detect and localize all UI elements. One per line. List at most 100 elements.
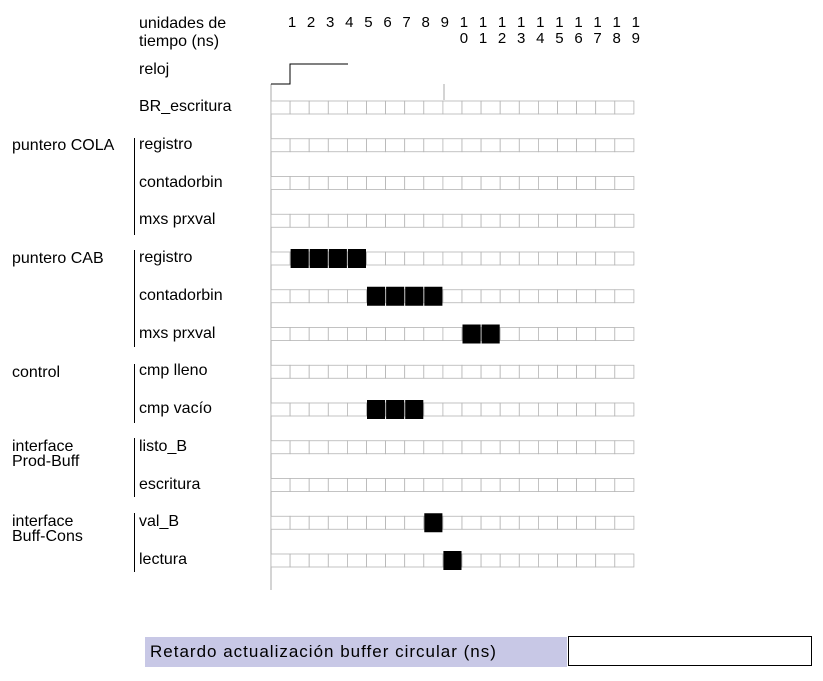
grid-cell	[499, 213, 520, 228]
grid-cell	[346, 327, 367, 341]
grid-cell	[327, 364, 348, 379]
signal-label: BR_escritura	[139, 98, 232, 115]
grid-cell	[518, 515, 539, 530]
grid-cell	[442, 327, 463, 341]
grid-cell	[442, 176, 463, 190]
grid-cell	[518, 364, 539, 379]
grid-cell	[385, 440, 406, 455]
grid-cell	[461, 100, 482, 115]
filled-cell	[481, 324, 500, 344]
grid-cell	[461, 440, 482, 455]
signal-label: val_B	[139, 513, 180, 531]
delay-answer-field[interactable]	[568, 636, 812, 666]
group-control: control	[12, 364, 61, 381]
grid-cell	[557, 327, 578, 341]
brace-interface-prod-buff	[134, 438, 135, 497]
grid-cell	[480, 364, 501, 379]
time-tick: 4	[345, 14, 354, 31]
grid-cell	[308, 440, 329, 455]
time-tick: 1 7	[593, 14, 602, 47]
grid-cell	[614, 176, 635, 190]
grid-cell	[404, 327, 425, 341]
grid-cell	[499, 176, 520, 190]
grid-cell	[538, 100, 558, 115]
time-tick: 1 2	[497, 14, 507, 47]
filled-cell	[405, 400, 424, 419]
grid-cell	[499, 478, 520, 492]
brace-control	[134, 364, 135, 423]
signal-label: listo_B	[139, 437, 188, 455]
grid-cell	[480, 213, 501, 228]
grid-cell	[595, 478, 616, 492]
grid-cell	[346, 213, 367, 228]
grid-cell	[327, 402, 348, 417]
grid-cell	[576, 478, 597, 492]
grid-cell	[366, 364, 387, 379]
grid-cell	[442, 440, 463, 455]
grid-cell	[346, 515, 367, 530]
signal-label: contadorbin	[139, 173, 223, 191]
grid-cell	[289, 553, 310, 568]
grid-cell	[614, 478, 635, 492]
grid-cell	[557, 100, 578, 115]
grid-cell	[346, 402, 367, 417]
grid-cell	[385, 478, 406, 492]
grid-cell	[538, 289, 558, 304]
grid-cell	[518, 327, 539, 341]
filled-cell	[367, 286, 386, 306]
grid-cell	[614, 515, 635, 530]
grid-cell	[614, 251, 635, 266]
grid-cell	[289, 402, 310, 417]
grid-cell	[538, 364, 558, 379]
grid-cell	[423, 440, 444, 455]
grid-cell	[576, 553, 597, 568]
grid-cell	[385, 327, 406, 341]
filled-cell	[290, 249, 309, 268]
time-tick: 6	[383, 14, 392, 31]
grid-cell	[538, 138, 558, 153]
grid-cell	[308, 176, 329, 190]
grid-cell	[576, 100, 597, 115]
grid-cell	[442, 515, 463, 530]
grid-cell	[270, 440, 291, 455]
grid-cell	[270, 364, 291, 379]
signal-label: cmp vacío	[139, 400, 212, 417]
grid-cell	[423, 251, 444, 266]
grid-cell	[289, 364, 310, 379]
filled-cell	[424, 513, 443, 533]
grid-cell	[480, 176, 501, 190]
grid-cell	[327, 289, 348, 304]
group-interface-prod-buff: interface Prod-Buff	[12, 438, 80, 470]
grid-cell	[499, 364, 520, 379]
brace-puntero-cab	[134, 250, 135, 347]
signal-label: mxs prxval	[139, 211, 216, 229]
grid-cell	[366, 478, 387, 492]
grid-cell	[595, 251, 616, 266]
grid-cell	[270, 327, 291, 341]
clock-label: reloj	[139, 61, 170, 78]
time-tick: 1 5	[555, 14, 564, 47]
grid-cell	[461, 213, 482, 228]
grid-cell	[518, 478, 539, 492]
grid-cell	[423, 213, 444, 228]
grid-cell	[366, 515, 387, 530]
grid-cell	[614, 289, 635, 304]
grid-cell	[595, 515, 616, 530]
delay-label: Retardo actualización buffer circular (n…	[145, 637, 567, 667]
grid-cell	[557, 478, 578, 492]
grid-cell	[289, 100, 310, 115]
grid-cell	[557, 138, 578, 153]
grid-cell	[499, 515, 520, 530]
filled-cell	[309, 249, 328, 268]
grid-cell	[480, 553, 501, 568]
grid-cell	[595, 289, 616, 304]
grid-cell	[404, 364, 425, 379]
grid-cell	[614, 327, 635, 341]
signal-label: lectura	[139, 551, 188, 568]
grid-cell	[557, 289, 578, 304]
grid-cell	[270, 478, 291, 492]
grid-cell	[518, 138, 539, 153]
grid-cell	[404, 478, 425, 492]
grid-cell	[614, 402, 635, 417]
